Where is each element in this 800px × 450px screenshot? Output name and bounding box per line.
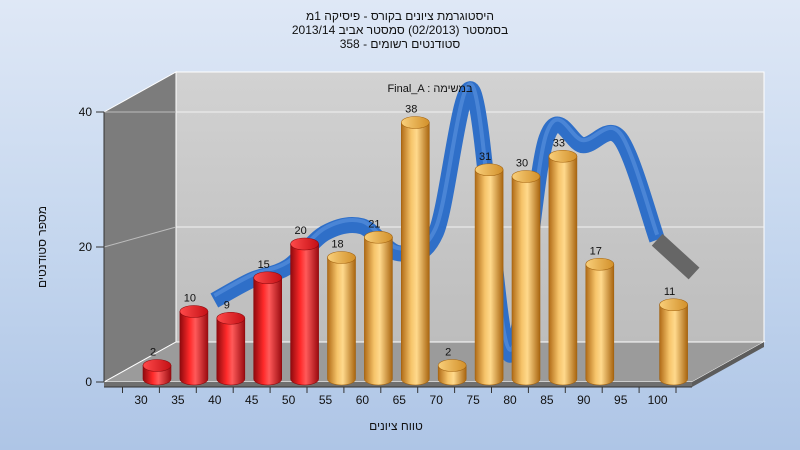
- x-tick-label: 40: [208, 393, 222, 407]
- bar: [548, 149, 578, 386]
- bar: [659, 298, 688, 386]
- chart-title-line-2: בסמסטר (02/2013) סמסטר אביב 2013/14: [292, 23, 508, 37]
- bar-top: [327, 251, 356, 264]
- bar: [179, 305, 209, 386]
- bar-body: [585, 263, 615, 386]
- bar-value-label: 2: [150, 347, 156, 359]
- x-tick-label: 90: [577, 393, 591, 407]
- bar-body: [216, 317, 246, 386]
- bar: [216, 311, 246, 386]
- bar-body: [253, 277, 282, 386]
- bar: [585, 257, 615, 386]
- x-tick-label: 50: [282, 393, 296, 407]
- bar-body: [290, 243, 319, 386]
- bar: [400, 116, 430, 386]
- x-axis: 30 35 40 45 50 55 60 65 70 75 80 85 90 95 100: [104, 386, 692, 407]
- bar-top: [437, 359, 467, 372]
- bar-body: [511, 176, 541, 386]
- bar-body: [474, 169, 504, 386]
- bar-body: [179, 311, 209, 386]
- bar-top: [290, 237, 319, 251]
- floor-right-edge: [692, 342, 764, 387]
- x-tick-label: 70: [430, 393, 444, 407]
- x-tick-label: 35: [171, 393, 185, 407]
- chart-title-line-1: היסטוגרמת ציונים בקורס - פיסיקה 1מ: [306, 9, 494, 23]
- bar-top: [142, 359, 172, 372]
- y-tick-label: 40: [79, 105, 93, 119]
- bar-value-label: 15: [258, 259, 270, 271]
- chart-title-line-3: סטודנטים רשומים - 358: [340, 37, 461, 51]
- x-tick-label: 45: [245, 393, 259, 407]
- bar-value-label: 33: [553, 137, 565, 149]
- bar-body: [548, 155, 578, 386]
- bar-top: [659, 298, 688, 312]
- bar-body: [401, 122, 430, 386]
- bar: [364, 230, 393, 386]
- bar-value-label: 21: [368, 218, 380, 230]
- x-tick-label: 95: [614, 393, 628, 407]
- x-tick-label: 85: [540, 393, 554, 407]
- ribbon-grey-segment: [651, 233, 700, 280]
- bar-top: [511, 170, 541, 183]
- bar-body: [659, 304, 688, 386]
- bar-value-label: 31: [479, 151, 491, 163]
- y-tick-label: 0: [85, 375, 92, 389]
- bar: [437, 359, 467, 386]
- bar-top: [179, 305, 209, 318]
- bar: [253, 271, 283, 386]
- bar-value-label: 30: [516, 158, 528, 170]
- bar-top: [585, 257, 615, 271]
- x-axis-title: טווח ציונים: [369, 419, 423, 433]
- bar-value-label: 11: [664, 286, 675, 298]
- x-tick-label: 60: [356, 393, 370, 407]
- x-tick-label: 75: [466, 393, 480, 407]
- x-tick-label: 100: [648, 393, 668, 407]
- x-tick-label: 30: [134, 393, 148, 407]
- bar-value-label: 38: [405, 104, 417, 116]
- y-axis: 0 20 40: [79, 105, 105, 389]
- floor-front-edge: [104, 382, 692, 387]
- gridline-side: [103, 226, 177, 248]
- bar: [474, 163, 504, 386]
- bar: [327, 251, 356, 386]
- bar-value-label: 10: [184, 293, 196, 305]
- bar-top: [548, 149, 578, 163]
- y-tick-label: 20: [79, 240, 93, 254]
- x-tick-label: 80: [503, 393, 517, 407]
- bar-top: [216, 311, 246, 325]
- side-wall: [103, 71, 177, 383]
- x-tick-label: 65: [393, 393, 407, 407]
- bar-top: [364, 230, 393, 244]
- bar-body: [327, 257, 356, 386]
- bar-top: [400, 116, 430, 129]
- bar: [290, 237, 319, 386]
- bar-value-label: 18: [331, 239, 343, 251]
- bar-top: [474, 163, 504, 177]
- x-tick-label: 55: [319, 393, 333, 407]
- bar-top: [253, 271, 283, 285]
- bars: 2 10 9 15 20 18 21 38 2 31 30 33 17 11: [142, 104, 688, 386]
- bar: [142, 359, 172, 386]
- bar-value-label: 17: [590, 245, 602, 257]
- y-axis-title: מספר סטודנטים: [35, 206, 49, 288]
- bar-value-label: 2: [445, 347, 451, 359]
- chart-annotation: Final_A : במשימה: [387, 83, 473, 95]
- bar-value-label: 9: [224, 299, 230, 311]
- bar: [511, 170, 541, 386]
- bar-body: [364, 236, 393, 386]
- bar-value-label: 20: [294, 225, 306, 237]
